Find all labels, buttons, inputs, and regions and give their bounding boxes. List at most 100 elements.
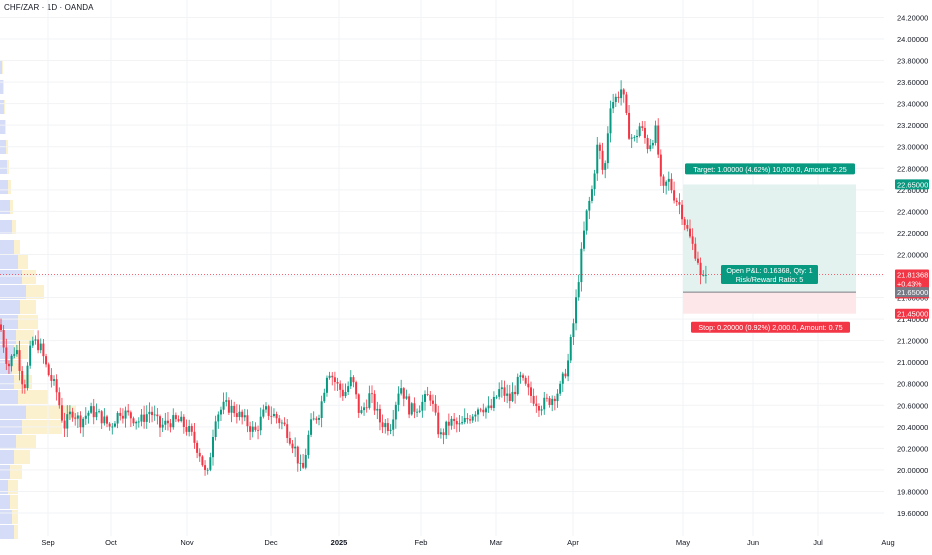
candle-body	[79, 415, 82, 428]
volume-profile-bar	[10, 495, 18, 509]
price-tick-label: 20.80000	[897, 380, 928, 389]
candle-body	[106, 416, 108, 424]
candle-body	[246, 415, 249, 427]
price-tick-label: 20.40000	[897, 423, 928, 432]
candle-body	[219, 409, 222, 415]
entry-price-tag: 21.65000	[897, 288, 928, 297]
candle-body	[299, 462, 302, 464]
candle-body	[34, 339, 37, 341]
pnl-label: Open P&L: 0.16368, Qty: 1	[726, 266, 812, 275]
candle-body	[100, 411, 103, 424]
volume-profile-bar	[0, 60, 2, 74]
candle-body	[103, 416, 106, 424]
time-tick-label: 2025	[331, 538, 348, 547]
candle-body	[516, 376, 519, 395]
volume-profile	[0, 60, 76, 539]
candle-body	[405, 396, 408, 399]
candle-body	[222, 401, 225, 410]
candle-body	[302, 462, 305, 468]
candle-body	[206, 469, 209, 471]
candle-body	[691, 236, 694, 244]
candle-body	[484, 408, 487, 413]
candle-body	[630, 137, 633, 139]
candle-body	[172, 415, 175, 428]
candle-body	[609, 108, 612, 134]
candle-body	[683, 219, 686, 226]
candle-body	[31, 340, 34, 346]
candle-body	[583, 230, 585, 249]
candle-body	[209, 457, 212, 470]
candle-body	[280, 422, 283, 424]
volume-profile-bar	[0, 80, 3, 94]
candle-body	[339, 383, 342, 390]
candle-body	[76, 415, 79, 419]
candle-body	[84, 415, 87, 419]
candle-body	[490, 405, 493, 408]
candle-body	[590, 189, 593, 201]
price-tick-label: 22.60000	[897, 186, 928, 195]
candle-body	[540, 409, 543, 411]
candle-body	[681, 204, 684, 220]
candle-body	[696, 258, 699, 263]
candle-body	[447, 421, 450, 426]
candle-body	[606, 133, 609, 164]
candle-body	[553, 398, 556, 402]
candle-body	[628, 112, 631, 139]
volume-profile-bar	[0, 450, 14, 464]
candle-body	[188, 426, 191, 432]
candle-body	[270, 415, 273, 417]
candle-body	[185, 427, 188, 432]
candle-body	[58, 392, 61, 406]
candle-body	[283, 422, 286, 425]
candle-body	[469, 419, 472, 421]
candle-body	[161, 424, 164, 428]
candle-body	[265, 406, 267, 410]
candle-body	[217, 414, 220, 422]
volume-profile-bar	[10, 465, 22, 479]
candle-body	[442, 432, 445, 436]
price-tick-label: 20.60000	[897, 401, 928, 410]
candle-body	[633, 137, 636, 138]
volume-profile-bar	[14, 240, 20, 254]
volume-profile-bar	[10, 200, 13, 214]
candle-body	[124, 410, 127, 419]
candle-body	[320, 401, 323, 419]
candle-body	[278, 418, 281, 424]
candle-body	[535, 403, 538, 407]
time-tick-label: Sep	[41, 538, 54, 547]
volume-profile-bar	[20, 300, 36, 314]
candle-body	[13, 354, 16, 356]
candle-body	[410, 403, 413, 415]
candle-body	[193, 431, 196, 443]
volume-profile-bar	[0, 240, 14, 254]
volume-profile-bar	[0, 330, 16, 344]
volume-profile-bar	[0, 510, 12, 524]
volume-profile-bar	[0, 525, 14, 539]
candle-body	[424, 394, 426, 402]
candle-body	[196, 442, 199, 453]
candle-body	[500, 387, 503, 390]
volume-profile-bar	[0, 180, 8, 194]
volume-profile-bar	[0, 495, 10, 509]
position-zones	[683, 184, 856, 314]
candle-body	[214, 421, 217, 438]
volume-profile-bar	[12, 220, 16, 234]
volume-profile-bar	[12, 360, 22, 374]
candle-body	[673, 190, 676, 201]
candle-body	[598, 144, 601, 151]
price-tick-label: 23.40000	[897, 100, 928, 109]
candle-body	[445, 421, 448, 436]
time-tick-label: Aug	[881, 538, 894, 547]
candle-body	[288, 438, 291, 444]
time-tick-label: Feb	[415, 538, 428, 547]
candle-body	[153, 414, 156, 416]
stop-price-tag-bg	[895, 308, 929, 319]
volume-profile-bar	[22, 270, 36, 284]
candle-body	[74, 417, 77, 419]
candle-body	[227, 400, 230, 413]
candle-body	[135, 421, 138, 424]
candle-body	[347, 386, 350, 392]
candle-body	[400, 388, 403, 394]
